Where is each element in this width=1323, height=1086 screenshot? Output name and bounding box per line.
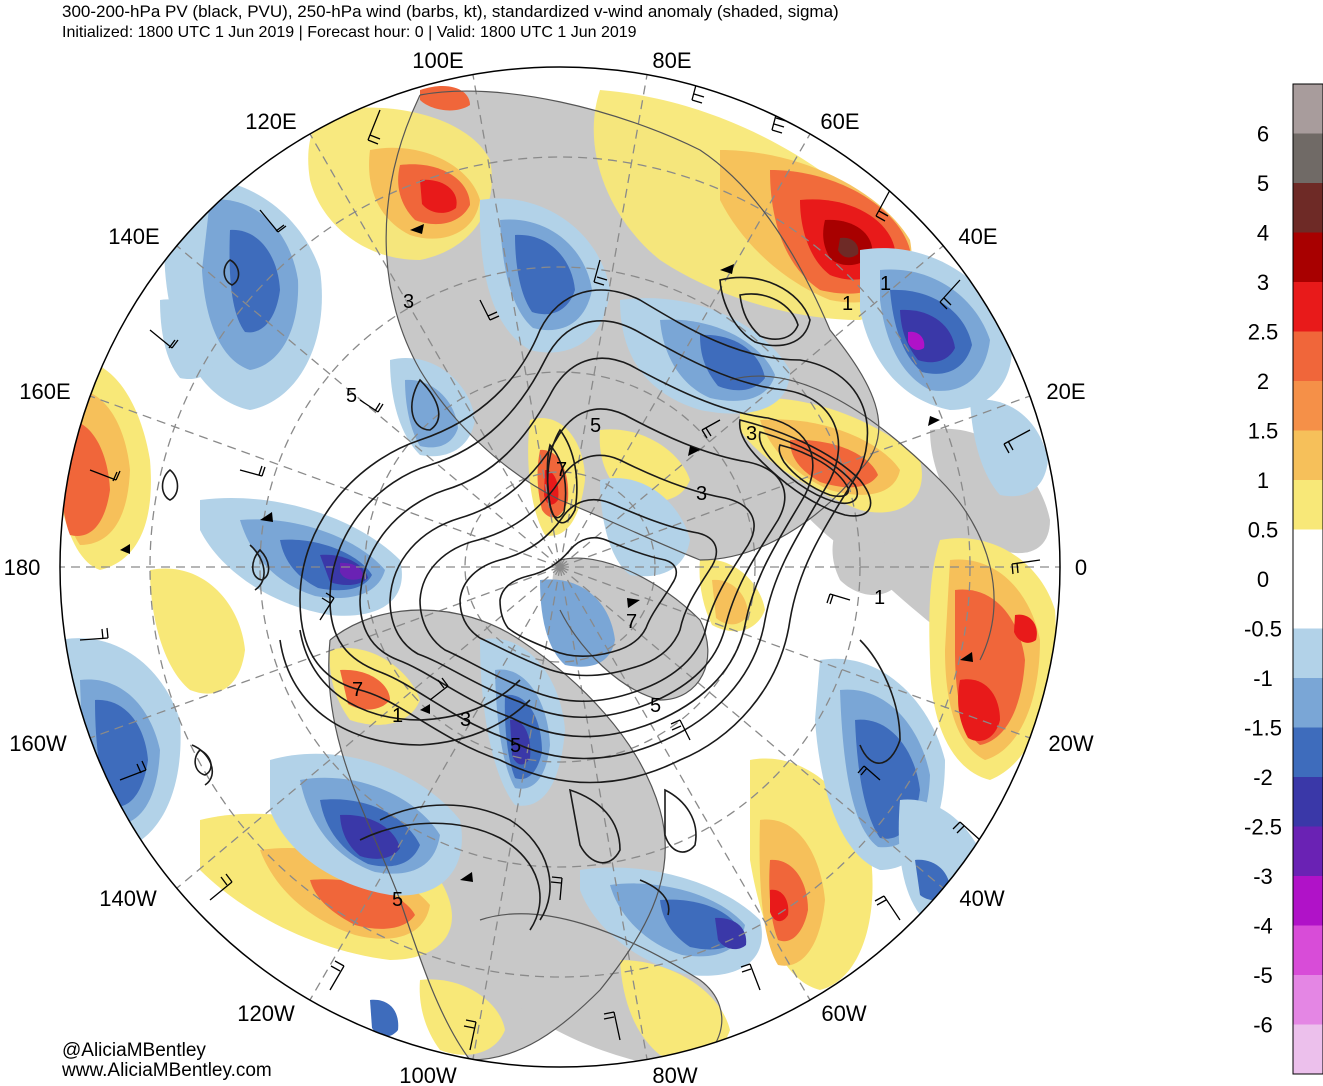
colorbar-label: -6 [1253, 1013, 1273, 1038]
pv-label: 5 [590, 415, 601, 437]
pv-label: 3 [403, 291, 414, 313]
colorbar-label: 4 [1257, 221, 1269, 246]
longitude-label: 40W [959, 886, 1004, 911]
pv-label: 5 [346, 385, 357, 407]
colorbar-label: -0.5 [1244, 617, 1282, 642]
colorbar-label: 2 [1257, 369, 1269, 394]
pv-contour-labels: 3 5 5 7 3 1 1 3 7 1 5 7 1 3 5 5 [346, 273, 891, 911]
colorbar-segment [1293, 975, 1323, 1025]
colorbar-segment [1293, 1024, 1323, 1074]
pv-label: 5 [510, 735, 521, 757]
colorbar-segment [1293, 381, 1323, 431]
colorbar-label: -1 [1253, 666, 1273, 691]
pv-label: 5 [650, 695, 661, 717]
pv-label: 3 [460, 709, 471, 731]
pv-label: 3 [746, 423, 757, 445]
pv-label: 1 [880, 273, 891, 295]
pv-label: 5 [392, 889, 403, 911]
pv-contours [161, 259, 901, 931]
wind-barbs [79, 69, 1041, 1051]
colorbar-label: -2 [1253, 765, 1273, 790]
colorbar-segment [1293, 727, 1323, 777]
colorbar-segment [1293, 579, 1323, 629]
colorbar-segment [1293, 826, 1323, 876]
colorbar-label: -5 [1253, 963, 1273, 988]
colorbar-frame [1292, 83, 1323, 1075]
colorbar-label: -4 [1253, 914, 1273, 939]
colorbar-segment [1293, 925, 1323, 975]
colorbar-segment [1293, 133, 1323, 183]
pv-label: 1 [842, 293, 853, 315]
wind-flags [120, 224, 973, 882]
colorbar-label: 0.5 [1248, 518, 1279, 543]
map-border [59, 66, 1061, 1068]
longitude-label: 0 [1075, 555, 1087, 580]
colorbar-segment [1293, 876, 1323, 926]
chart-title: 300-200-hPa PV (black, PVU), 250-hPa win… [62, 2, 839, 21]
colorbar-segment [1293, 282, 1323, 332]
longitude-label: 100E [412, 48, 463, 73]
longitude-label: 100W [399, 1063, 457, 1086]
pv-label: 7 [352, 679, 363, 701]
longitude-label: 120W [237, 1001, 295, 1026]
longitude-label: 20W [1048, 731, 1093, 756]
longitude-label: 20E [1046, 379, 1085, 404]
longitude-label: 60E [820, 109, 859, 134]
colorbar-segment [1293, 628, 1323, 678]
longitude-label: 140W [99, 886, 157, 911]
longitude-label: 60W [821, 1001, 866, 1026]
colorbar-label: -2.5 [1244, 815, 1282, 840]
credit-handle: @AliciaMBentley [62, 1040, 206, 1061]
colorbar-segment [1293, 529, 1323, 579]
colorbar-label: 1 [1257, 468, 1269, 493]
longitude-label: 160W [9, 731, 67, 756]
coastlines [328, 90, 995, 1067]
colorbar-label: -3 [1253, 864, 1273, 889]
pv-label: 3 [696, 483, 707, 505]
longitude-label: 160E [19, 379, 70, 404]
colorbar-segment [1293, 777, 1323, 827]
colorbar-label: 3 [1257, 270, 1269, 295]
longitude-label: 40E [958, 224, 997, 249]
pv-label: 1 [392, 705, 403, 727]
colorbar-segment [1293, 232, 1323, 282]
longitude-labels: 100E 80E 60E 40E 20E 0 20W 40W 60W 80W 1… [4, 48, 1094, 1086]
colorbar-label: 0 [1257, 567, 1269, 592]
pv-label: 7 [556, 459, 567, 481]
colorbar-segment [1293, 331, 1323, 381]
pv-label: 1 [874, 587, 885, 609]
colorbar: 6 5 4 3 2.5 2 1.5 1 0.5 0 -0.5 -1 -1.5 -2 -2.5 -3 -4 -5 -6 [1244, 83, 1323, 1075]
anomaly-shading [60, 85, 1056, 1060]
colorbar-segment [1293, 678, 1323, 728]
colorbar-segment [1293, 183, 1323, 233]
longitude-label: 80E [652, 48, 691, 73]
longitude-label: 180 [4, 555, 41, 580]
longitude-label: 140E [108, 224, 159, 249]
colorbar-segment [1293, 430, 1323, 480]
colorbar-label: -1.5 [1244, 716, 1282, 741]
chart-subtitle: Initialized: 1800 UTC 1 Jun 2019 | Forec… [62, 24, 637, 41]
longitude-label: 80W [652, 1063, 697, 1086]
colorbar-label: 1.5 [1248, 419, 1279, 444]
colorbar-label: 5 [1257, 171, 1269, 196]
colorbar-segment [1293, 84, 1323, 134]
pv-label: 7 [626, 611, 637, 633]
credit-website: www.AliciaMBentley.com [62, 1060, 272, 1081]
longitude-label: 120E [245, 109, 296, 134]
colorbar-label: 6 [1257, 122, 1269, 147]
graticule [60, 74, 1060, 1060]
colorbar-label: 2.5 [1248, 320, 1279, 345]
colorbar-segment [1293, 480, 1323, 530]
